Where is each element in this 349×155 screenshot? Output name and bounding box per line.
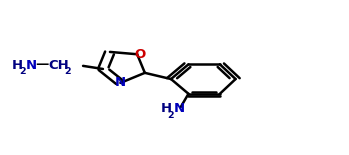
Text: N: N: [115, 76, 126, 89]
Text: N: N: [174, 102, 185, 115]
Text: 2: 2: [19, 67, 26, 76]
Text: H: H: [161, 102, 172, 115]
Text: —: —: [35, 58, 48, 71]
Text: 2: 2: [65, 67, 71, 76]
Text: 2: 2: [168, 111, 174, 120]
Text: CH: CH: [49, 59, 69, 72]
Text: N: N: [25, 59, 37, 72]
Text: O: O: [134, 48, 146, 61]
Text: H: H: [12, 59, 23, 72]
